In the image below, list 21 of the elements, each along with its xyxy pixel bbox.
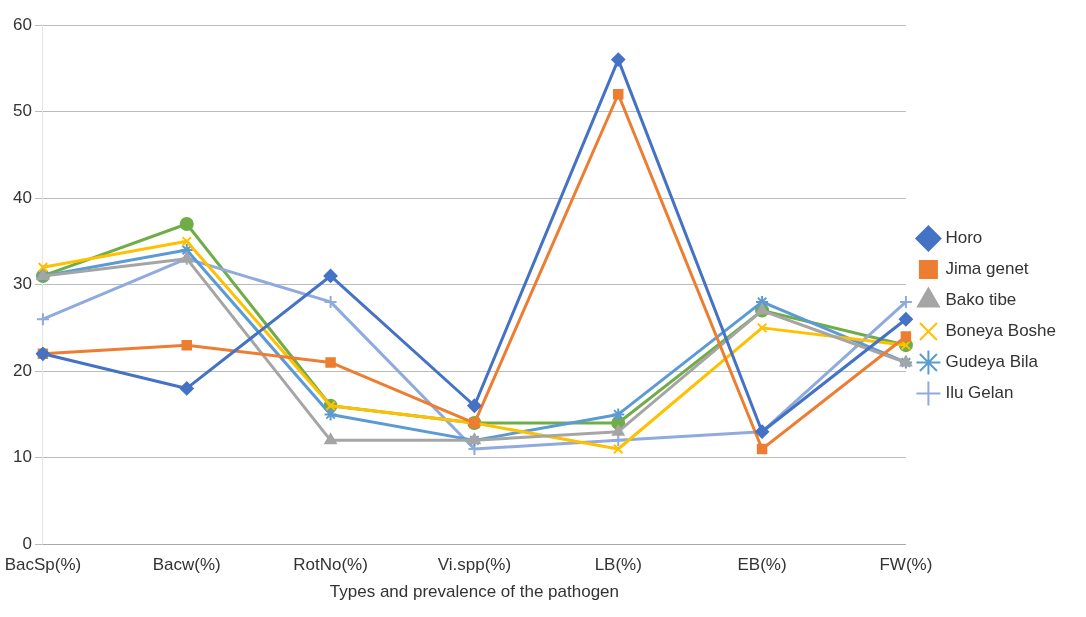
- y-tick-label: 50: [12, 101, 32, 121]
- legend-label: Gudeya Bila: [945, 352, 1039, 372]
- x-tick-label: EB(%): [737, 555, 787, 575]
- legend-label: Jima genet: [945, 259, 1029, 279]
- x-axis-title: Types and prevalence of the pathogen: [329, 582, 620, 602]
- y-tick-label: 20: [12, 360, 32, 380]
- legend-label: Ilu Gelan: [945, 383, 1014, 403]
- x-tick-label: BacSp(%): [4, 555, 82, 575]
- y-tick-label: 10: [12, 447, 32, 467]
- x-tick-label: FW(%): [879, 555, 933, 575]
- y-tick-label: 60: [12, 14, 32, 34]
- x-tick-label: LB(%): [594, 555, 642, 575]
- x-tick-label: RotNo(%): [293, 555, 368, 575]
- legend-label: Boneya Boshe: [945, 321, 1057, 341]
- legend-label: Bako tibe: [945, 290, 1017, 310]
- y-tick-label: 40: [12, 187, 32, 207]
- y-tick-label: 0: [22, 533, 32, 553]
- x-tick-label: Vi.spp(%): [437, 555, 512, 575]
- y-tick-label: 30: [12, 274, 32, 294]
- x-tick-label: Bacw(%): [152, 555, 221, 575]
- legend-label: Horo: [945, 228, 983, 248]
